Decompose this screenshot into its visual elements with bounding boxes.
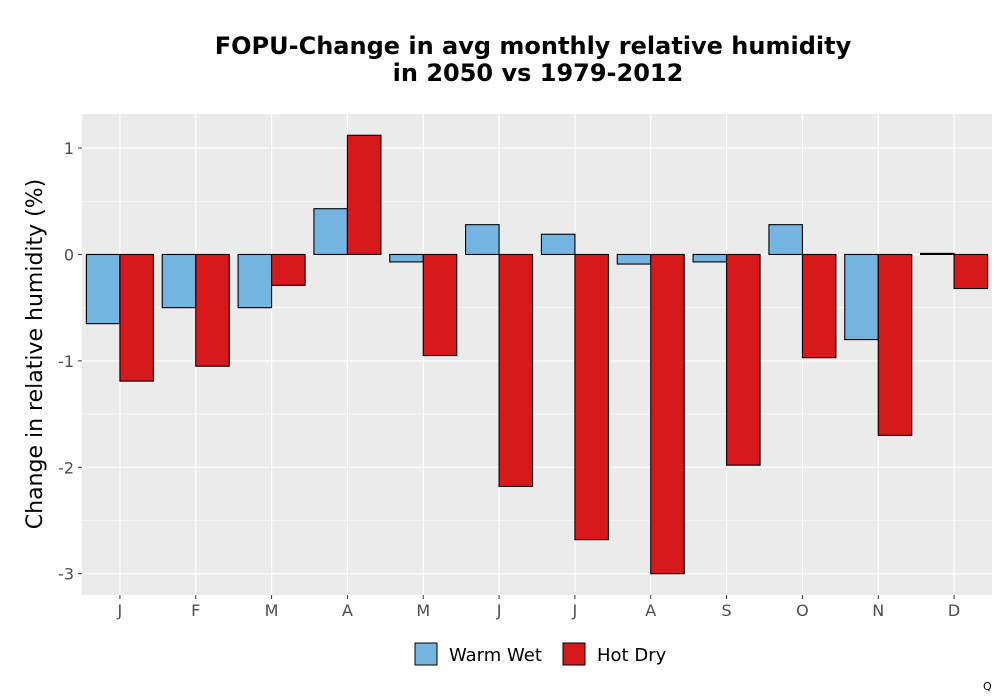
bar-hot-dry — [119, 253, 154, 382]
axis-layer: 1 0 -1 -2 -3 J F M A M J J A S O N D — [58, 139, 960, 620]
x-tick-label: J — [572, 601, 578, 620]
bar-warm-wet — [465, 224, 500, 256]
legend-key-warm-wet — [414, 642, 438, 666]
y-tick-label: -2 — [58, 458, 74, 477]
bar-warm-wet — [616, 253, 652, 265]
chart-title-line-1: FOPU-Change in avg monthly relative humi… — [215, 32, 852, 60]
bar-warm-wet — [920, 252, 955, 256]
y-axis-title: Change in relative humidity (%) — [23, 179, 48, 529]
x-tick-label: N — [872, 601, 884, 620]
bar-warm-wet — [844, 253, 879, 341]
bar-warm-wet — [540, 233, 576, 256]
legend-label-hot-dry: Hot Dry — [597, 645, 667, 666]
bar-hot-dry — [574, 253, 609, 541]
bar-hot-dry — [650, 253, 685, 575]
legend-key-hot-dry — [562, 642, 586, 666]
x-tick-label: A — [645, 601, 656, 620]
y-tick-label: -1 — [58, 352, 74, 371]
bar-warm-wet — [237, 253, 273, 309]
bar-warm-wet — [161, 253, 197, 309]
x-tick-label: F — [191, 601, 200, 620]
corner-mark: Q — [983, 680, 992, 693]
bar-hot-dry — [498, 253, 534, 488]
bar-hot-dry — [422, 253, 458, 357]
x-tick-label: D — [948, 601, 960, 620]
x-tick-label: J — [496, 601, 502, 620]
bar-hot-dry — [953, 253, 989, 290]
bar-hot-dry — [801, 253, 837, 359]
y-tick-label: -3 — [58, 565, 74, 584]
chart-title-line-2: in 2050 vs 1979-2012 — [393, 59, 684, 87]
x-tick-label: O — [796, 601, 809, 620]
bar-warm-wet — [389, 253, 424, 263]
y-tick-label: 1 — [64, 139, 74, 158]
x-tick-label: A — [342, 601, 353, 620]
bar-warm-wet — [313, 208, 348, 256]
bar-hot-dry — [195, 253, 230, 367]
plot-panel — [82, 114, 992, 595]
y-tick-label: 0 — [64, 245, 74, 264]
x-tick-label: S — [722, 601, 732, 620]
bar-hot-dry — [726, 253, 761, 466]
bar-hot-dry — [346, 134, 382, 256]
bar-hot-dry — [271, 253, 306, 286]
x-tick-label: J — [117, 601, 123, 620]
bar-layer — [85, 134, 989, 575]
bar-warm-wet — [85, 253, 121, 325]
bar-hot-dry — [877, 253, 913, 436]
bar-warm-wet — [692, 253, 728, 263]
legend: Warm Wet Hot Dry — [414, 642, 667, 666]
legend-label-warm-wet: Warm Wet — [449, 645, 542, 666]
x-tick-label: M — [265, 601, 279, 620]
x-tick-label: M — [416, 601, 430, 620]
bar-warm-wet — [768, 224, 803, 256]
